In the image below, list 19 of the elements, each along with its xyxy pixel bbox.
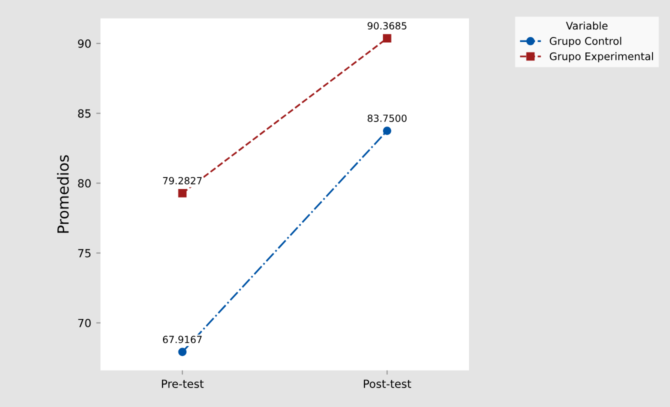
x-tick-label: Pre-test bbox=[162, 380, 204, 388]
y-tick-label: 80 bbox=[78, 179, 91, 188]
data-label: 90.3685 bbox=[368, 22, 406, 30]
data-label: 83.7500 bbox=[368, 114, 407, 122]
data-label: 79.2827 bbox=[163, 177, 202, 184]
y-tick-label: 90 bbox=[78, 39, 91, 48]
y-axis-title: Promedios bbox=[56, 155, 69, 233]
data-label: 67.9167 bbox=[162, 336, 202, 344]
y-tick-label: 70 bbox=[78, 318, 91, 328]
y-tick-label: 75 bbox=[78, 249, 90, 258]
point bbox=[178, 189, 187, 198]
legend-label: Grupo Experimental bbox=[550, 52, 653, 62]
point bbox=[178, 348, 187, 356]
legend-label: Grupo Control bbox=[550, 36, 622, 47]
legend-title: Variable bbox=[566, 22, 608, 30]
point bbox=[382, 126, 392, 135]
point bbox=[382, 34, 392, 42]
y-tick-label: 85 bbox=[78, 109, 90, 118]
x-tick-label: Post-test bbox=[364, 380, 412, 388]
